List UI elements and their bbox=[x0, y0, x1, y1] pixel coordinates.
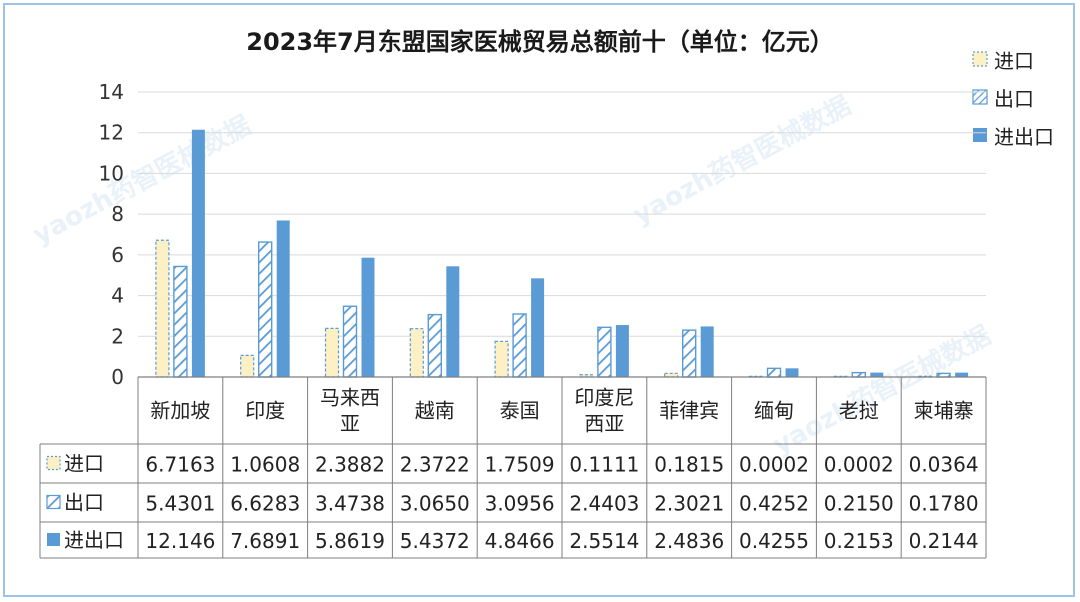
chart-frame bbox=[3, 3, 1075, 597]
bar-import bbox=[494, 340, 509, 378]
chart-title: 2023年7月东盟国家医械贸易总额前十（单位：亿元） bbox=[246, 28, 834, 56]
table-cell-value: 0.2144 bbox=[909, 529, 979, 553]
row-header-label: 进出口 bbox=[64, 528, 124, 552]
table-cell-value: 5.4301 bbox=[145, 492, 215, 516]
legend-swatch-import bbox=[972, 51, 988, 67]
legend: 进口 出口 进出口 bbox=[972, 40, 1054, 154]
table-cell-value: 7.6891 bbox=[230, 529, 300, 553]
table-cell-value: 3.0956 bbox=[485, 492, 555, 516]
table-cell-value: 0.2150 bbox=[824, 492, 894, 516]
row-key-total bbox=[47, 533, 60, 546]
legend-label-total: 进出口 bbox=[994, 124, 1054, 149]
legend-item-export: 出口 bbox=[972, 78, 1054, 116]
y-tick-label: 8 bbox=[111, 202, 124, 226]
bar-export bbox=[512, 313, 527, 378]
bar-export bbox=[258, 241, 273, 378]
category-label: 亚 bbox=[340, 412, 360, 436]
table-cell-value: 2.4836 bbox=[654, 529, 724, 553]
table-cell-value: 5.4372 bbox=[400, 529, 470, 553]
legend-label-export: 出口 bbox=[994, 86, 1034, 111]
y-tick-label: 4 bbox=[111, 284, 124, 308]
table-cell-value: 0.1111 bbox=[569, 453, 639, 477]
table-cell-value: 6.7163 bbox=[145, 453, 215, 477]
row-key-import bbox=[46, 455, 61, 471]
bar-export bbox=[597, 326, 612, 378]
category-label: 越南 bbox=[415, 399, 455, 423]
legend-label-import: 进口 bbox=[994, 48, 1034, 73]
table-cell-value: 0.4252 bbox=[739, 492, 809, 516]
bar-total bbox=[446, 266, 460, 377]
bar-export bbox=[427, 313, 442, 378]
bar-total bbox=[785, 368, 799, 377]
legend-item-import: 进口 bbox=[972, 40, 1054, 78]
y-tick-label: 2 bbox=[111, 324, 124, 348]
bar-import bbox=[324, 327, 340, 378]
y-tick-label: 10 bbox=[99, 161, 124, 185]
bar-import bbox=[155, 239, 170, 378]
bar-total bbox=[276, 220, 290, 377]
legend-item-total: 进出口 bbox=[972, 116, 1054, 154]
table-cell-value: 3.0650 bbox=[400, 492, 470, 516]
category-label: 菲律宾 bbox=[659, 399, 719, 423]
bar-total bbox=[191, 129, 205, 377]
table-cell-value: 2.4403 bbox=[569, 492, 639, 516]
table-cell-value: 0.0364 bbox=[909, 453, 979, 477]
y-tick-label: 6 bbox=[111, 243, 124, 267]
row-key-export bbox=[46, 494, 61, 510]
table-cell-value: 1.0608 bbox=[230, 453, 300, 477]
table-cell-value: 0.2153 bbox=[824, 529, 894, 553]
bar-total bbox=[955, 372, 969, 377]
table-cell-value: 6.6283 bbox=[230, 492, 300, 516]
bar-export bbox=[766, 367, 782, 378]
bar-import bbox=[409, 328, 424, 378]
table-cell-value: 12.146 bbox=[145, 529, 215, 553]
legend-swatch-export bbox=[972, 89, 988, 105]
table-cell-value: 2.3882 bbox=[315, 453, 385, 477]
bar-export bbox=[342, 305, 358, 378]
category-label: 柬埔寨 bbox=[914, 399, 974, 423]
table-cell-value: 5.8619 bbox=[315, 529, 385, 553]
bar-import bbox=[664, 372, 679, 378]
category-label: 泰国 bbox=[500, 399, 540, 423]
row-header-label: 进口 bbox=[64, 452, 104, 476]
table-cell-value: 0.1780 bbox=[909, 492, 979, 516]
category-label: 缅甸 bbox=[754, 399, 794, 423]
bar-total bbox=[870, 372, 884, 377]
table-cell-value: 4.8466 bbox=[485, 529, 555, 553]
bar-total bbox=[615, 325, 629, 377]
table-cell-value: 0.1815 bbox=[654, 453, 724, 477]
bar-total bbox=[361, 257, 375, 377]
table-cell-value: 0.0002 bbox=[739, 453, 809, 477]
category-label: 马来西 bbox=[320, 386, 380, 410]
bar-export bbox=[682, 329, 697, 378]
bar-total bbox=[700, 326, 714, 377]
bar-export bbox=[173, 265, 188, 378]
table-cell-value: 3.4738 bbox=[315, 492, 385, 516]
bar-total bbox=[531, 278, 545, 377]
y-tick-label: 14 bbox=[99, 80, 124, 104]
category-label: 新加坡 bbox=[150, 399, 210, 423]
y-tick-label: 12 bbox=[99, 121, 124, 145]
table-cell-value: 2.3722 bbox=[400, 453, 470, 477]
category-label: 印度 bbox=[245, 399, 285, 423]
table-cell-value: 2.3021 bbox=[654, 492, 724, 516]
category-label: 老挝 bbox=[839, 399, 879, 423]
table-cell-value: 2.5514 bbox=[569, 529, 639, 553]
table-cell-value: 1.7509 bbox=[485, 453, 555, 477]
category-label: 西亚 bbox=[584, 412, 624, 436]
legend-swatch-total bbox=[973, 128, 987, 142]
category-label: 印度尼 bbox=[574, 386, 634, 410]
bar-import bbox=[240, 354, 255, 378]
bar-export bbox=[851, 371, 866, 378]
table-cell-value: 0.0002 bbox=[824, 453, 894, 477]
table-cell-value: 0.4255 bbox=[739, 529, 809, 553]
y-tick-label: 0 bbox=[111, 365, 124, 389]
row-header-label: 出口 bbox=[64, 491, 104, 515]
